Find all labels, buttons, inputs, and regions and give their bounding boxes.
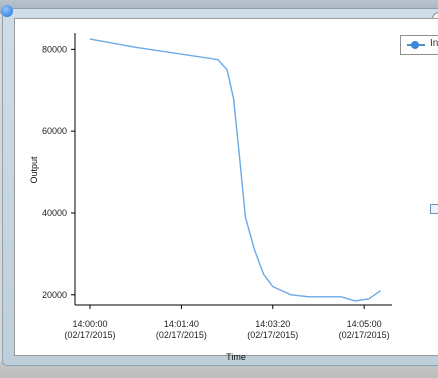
y-tick-label: 20000 <box>42 290 67 300</box>
y-tick-label: 60000 <box>42 126 67 136</box>
y-tick-label: 80000 <box>42 44 67 54</box>
legend-marker-icon <box>411 41 419 49</box>
x-tick-label-time: 14:00:00 <box>72 319 107 329</box>
x-tick-label-time: 14:05:00 <box>347 319 382 329</box>
y-ticks: 20000 40000 60000 80000 <box>42 44 75 300</box>
x-ticks: 14:00:00(02/17/2015)14:01:40(02/17/2015)… <box>64 305 390 340</box>
taskbar-strip <box>0 362 438 378</box>
legend[interactable]: In <box>400 35 438 55</box>
x-tick-label-date: (02/17/2015) <box>156 330 207 340</box>
x-tick-label-date: (02/17/2015) <box>339 330 390 340</box>
x-tick-label-time: 14:03:20 <box>255 319 290 329</box>
resize-handle[interactable] <box>430 204 438 214</box>
x-tick-label-time: 14:01:40 <box>164 319 199 329</box>
x-tick-label-date: (02/17/2015) <box>247 330 298 340</box>
x-tick-label-date: (02/17/2015) <box>64 330 115 340</box>
x-axis-label: Time <box>226 352 246 362</box>
y-axis-label: Output <box>29 156 39 184</box>
series-line-in <box>89 38 381 302</box>
legend-label-in: In <box>430 38 438 49</box>
app-icon[interactable] <box>1 5 13 17</box>
y-tick-label: 40000 <box>42 208 67 218</box>
